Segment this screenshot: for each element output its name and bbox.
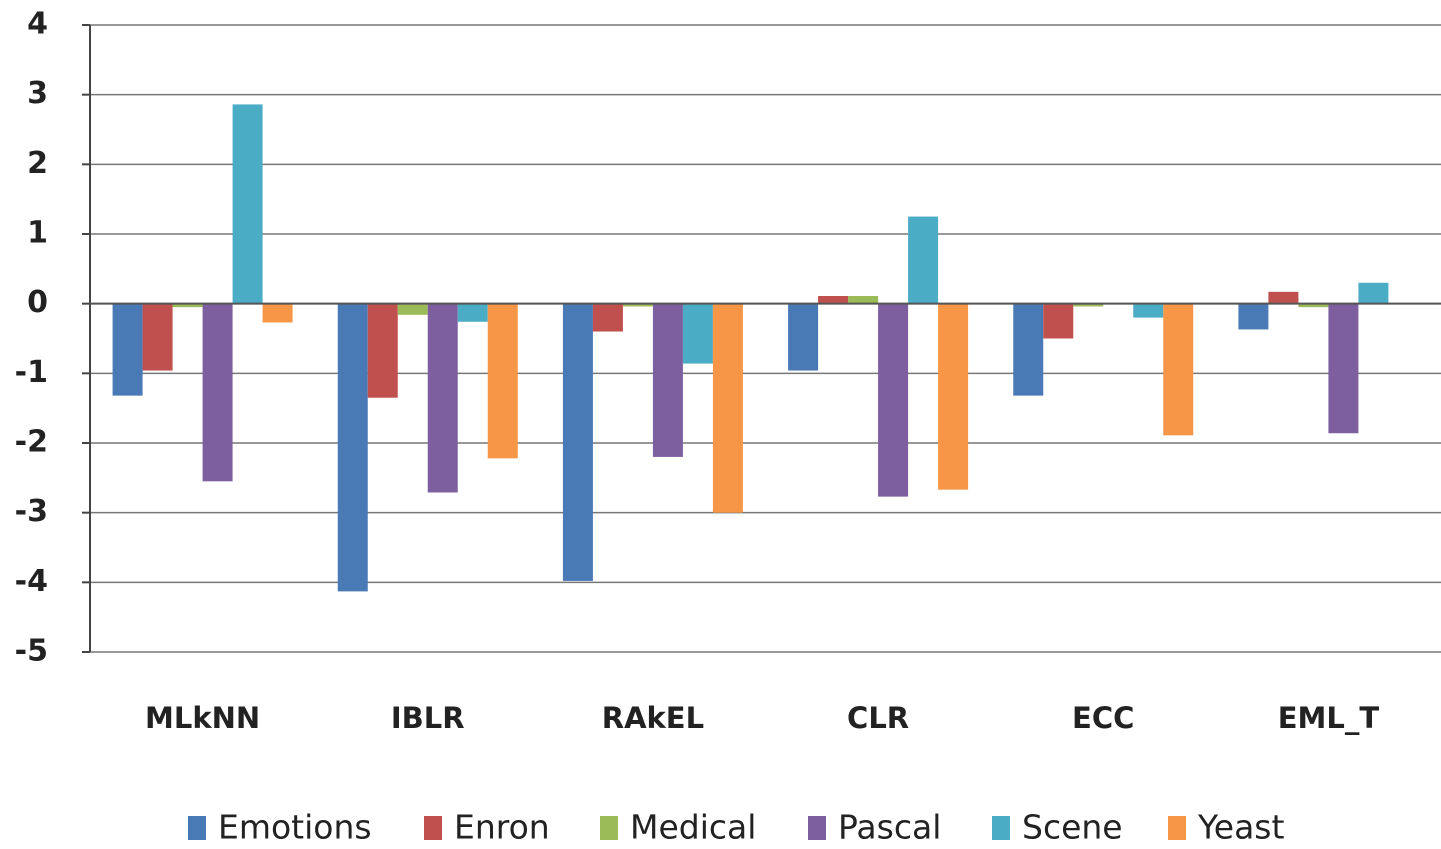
bar xyxy=(457,303,488,322)
y-tick-label: -4 xyxy=(15,564,48,599)
legend-swatch xyxy=(992,816,1010,840)
bar xyxy=(788,303,819,371)
y-tick-label: -1 xyxy=(15,355,48,390)
bar xyxy=(1268,291,1299,304)
bar xyxy=(367,303,398,398)
y-tick-label: 4 xyxy=(27,7,48,42)
bar xyxy=(652,303,683,457)
bar xyxy=(562,303,593,581)
bar xyxy=(397,303,428,315)
legend-swatch xyxy=(188,816,206,840)
bar xyxy=(622,303,653,307)
bar xyxy=(1013,303,1044,396)
bar xyxy=(112,303,143,396)
x-tick-label: MLkNN xyxy=(145,701,260,735)
bar xyxy=(262,303,293,323)
x-tick-label: EML_T xyxy=(1278,701,1380,735)
y-tick-label: 1 xyxy=(27,216,48,251)
bar xyxy=(1298,303,1329,308)
y-tick-label: -3 xyxy=(15,494,48,529)
x-tick-label: IBLR xyxy=(391,701,465,735)
bar xyxy=(202,303,233,482)
y-tick-label: 2 xyxy=(27,146,48,181)
y-tick-label: 0 xyxy=(27,285,48,320)
bar xyxy=(1163,303,1194,436)
x-tick-label: RAkEL xyxy=(602,701,704,735)
legend-label: Medical xyxy=(630,808,756,846)
y-tick-label: -2 xyxy=(15,425,48,460)
bar xyxy=(142,303,173,371)
legend-swatch xyxy=(1168,816,1186,840)
bar xyxy=(232,104,263,304)
bar xyxy=(938,303,969,490)
y-tick-label: 3 xyxy=(27,76,48,111)
bar xyxy=(848,296,879,304)
bar xyxy=(1043,303,1074,339)
bar xyxy=(712,303,743,513)
bar xyxy=(592,303,623,332)
x-tick-label: CLR xyxy=(847,701,909,735)
legend-label: Scene xyxy=(1022,808,1123,846)
legend-label: Enron xyxy=(454,808,550,846)
bar xyxy=(682,303,713,364)
legend-swatch xyxy=(808,816,826,840)
bar xyxy=(172,303,203,308)
bar xyxy=(1328,303,1359,434)
x-tick-label: ECC xyxy=(1072,701,1134,735)
bar xyxy=(1133,303,1164,318)
bar xyxy=(908,216,939,304)
bar xyxy=(487,303,518,459)
bar xyxy=(878,303,909,497)
legend-label: Yeast xyxy=(1197,808,1284,846)
legend-label: Emotions xyxy=(218,808,372,846)
bar xyxy=(427,303,458,493)
bar xyxy=(337,303,368,592)
bar xyxy=(1073,303,1104,307)
legend-swatch xyxy=(424,816,442,840)
bar xyxy=(818,296,849,304)
y-tick-label: -5 xyxy=(15,634,48,669)
bar xyxy=(1358,282,1389,304)
bar xyxy=(1238,303,1269,330)
legend-swatch xyxy=(600,816,618,840)
legend-label: Pascal xyxy=(838,808,941,846)
